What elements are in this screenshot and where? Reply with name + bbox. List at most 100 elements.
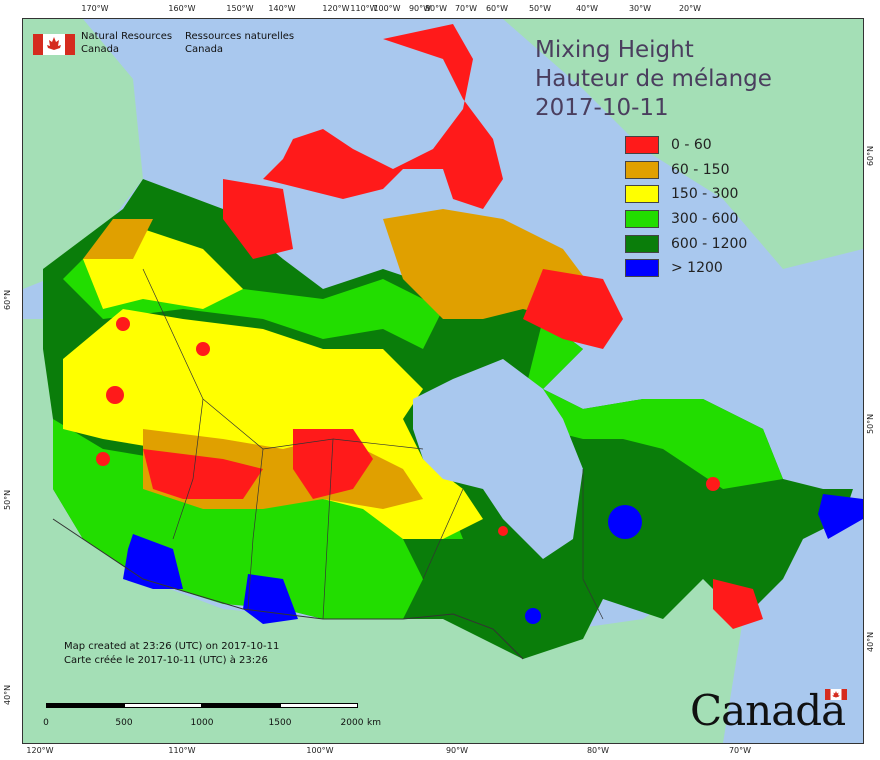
us-border [52,518,524,660]
grid-label-top: 160°W [168,4,196,13]
scale-segment [202,703,280,708]
legend-label: 0 - 60 [671,137,712,154]
map-title-fr: Hauteur de mélange [535,66,772,92]
grid-label-top: 140°W [268,4,296,13]
grid-label-bottom: 80°W [586,746,610,755]
legend-item: 0 - 60 [625,133,747,158]
scale-label: 1500 [268,718,292,728]
hotspot [116,317,130,331]
hotspot [106,386,124,404]
legend-item: 600 - 1200 [625,231,747,256]
canada-wordmark: Canada [690,686,846,735]
grid-label-top: 150°W [226,4,254,13]
legend-label: 300 - 600 [671,211,739,228]
credit-line-en: Map created at 23:26 (UTC) on 2017-10-11 [64,641,280,652]
legend: 0 - 60 60 - 150 150 - 300 300 - 600 600 - 12… [625,133,747,281]
zone-0-60-arctic-west [223,179,293,259]
greenland-landmass [503,19,863,269]
hotspot [498,526,508,536]
legend-item: 150 - 300 [625,182,747,207]
map-canvas [23,19,863,743]
agency-name-en-line2: Canada [81,44,120,55]
canada-flag-icon [825,689,847,700]
grid-label-top: 90°W [408,4,432,13]
grid-label-bottom: 100°W [306,746,334,755]
grid-label-top: 100°W [373,4,401,13]
credit-line-fr: Carte créée le 2017-10-11 (UTC) à 23:26 [64,655,268,666]
grid-label-right: 40°N [866,631,875,652]
legend-label: > 1200 [671,260,723,277]
grid-label-right: 60°N [866,145,875,166]
map-credit: Map created at 23:26 (UTC) on 2017-10-11… [64,640,279,668]
scale-segment [280,703,358,708]
agency-name-fr: Ressources naturelles Canada [185,30,294,56]
scale-label: 2000 [340,718,364,728]
grid-label-left: 40°N [3,684,12,705]
province-border [582,469,604,620]
agency-name-fr-line2: Canada [185,44,224,55]
zone-60-150-west [83,219,153,259]
grid-label-top: 40°W [575,4,599,13]
hotspot [196,342,210,356]
scale-unit: km [367,718,381,728]
agency-name-en: Natural Resources Canada [81,30,172,56]
scale-segment [124,703,202,708]
grid-label-bottom: 70°W [728,746,752,755]
grid-label-top: 20°W [678,4,702,13]
legend-label: 600 - 1200 [671,235,748,252]
legend-swatch [625,136,659,155]
hotspot [96,452,110,466]
alaska-landmass [23,19,143,289]
map-title-block: Mixing Height Hauteur de mélange 2017-10… [535,36,772,123]
canada-flag-icon [33,34,75,55]
grid-label-top: 70°W [454,4,478,13]
grid-label-top: 30°W [628,4,652,13]
zone-gt-1200-on [608,505,642,539]
grid-label-bottom: 120°W [26,746,54,755]
province-border [422,488,464,580]
legend-swatch [625,234,659,253]
zone-0-60-prairie [143,449,263,499]
zone-gt-1200-ab [243,574,298,624]
legend-item: 60 - 150 [625,158,747,183]
legend-swatch [625,160,659,179]
grid-label-left: 60°N [3,289,12,310]
zone-0-60-arctic [263,24,503,209]
agency-name-fr-line1: Ressources naturelles [185,31,295,42]
grid-label-bottom: 110°W [168,746,196,755]
legend-swatch [625,259,659,278]
hudson-bay [413,359,583,559]
legend-label: 150 - 300 [671,186,739,203]
legend-item: > 1200 [625,256,747,281]
province-border [142,268,204,540]
legend-label: 60 - 150 [671,161,730,178]
scale-bar: 0 500 1000 1500 2000 km [43,703,381,733]
hotspot [706,477,720,491]
province-border [332,438,424,450]
map-frame [22,18,864,744]
grid-label-top: 110°W [350,4,378,13]
grid-label-top: 80°W [424,4,448,13]
zone-300-600-east [523,319,783,489]
province-border [202,398,264,610]
grid-label-top: 60°W [485,4,509,13]
scale-label: 500 [115,718,133,728]
scale-segment [46,703,124,708]
map-date: 2017-10-11 [535,95,669,121]
grid-label-left: 50°N [3,489,12,510]
grid-label-bottom: 90°W [445,746,469,755]
zone-gt-1200-lake [525,608,541,624]
grid-label-top: 170°W [81,4,109,13]
map-title-en: Mixing Height [535,37,694,63]
zone-0-60-baffin [523,269,623,349]
grid-label-right: 50°N [866,413,875,434]
zone-0-60-prairie2 [293,429,373,499]
scale-label: 1000 [190,718,214,728]
legend-item: 300 - 600 [625,207,747,232]
zone-gt-1200-nl [818,494,863,539]
grid-label-top: 50°W [528,4,552,13]
legend-swatch [625,185,659,204]
zone-0-60-maritimes [713,579,763,629]
grid-label-top: 120°W [322,4,350,13]
